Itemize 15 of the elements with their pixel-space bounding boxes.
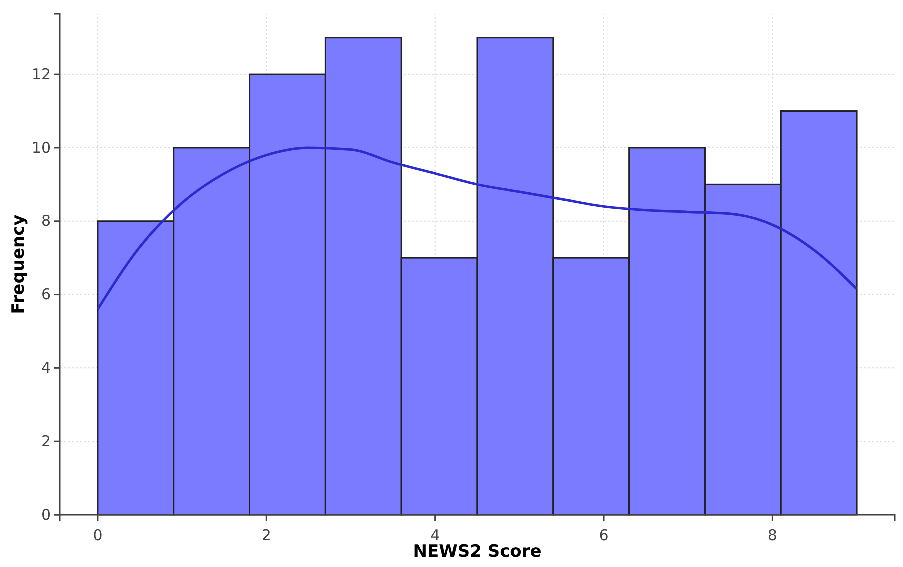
y-tick-label: 10 [32,138,51,157]
x-tick-label: 6 [599,526,609,544]
y-axis-title: Frequency [9,214,29,314]
y-tick-label: 2 [41,432,51,450]
y-tick-label: 8 [41,212,51,230]
x-tick-label: 4 [430,526,440,544]
y-tick-label: 4 [41,358,51,377]
x-tick-label: 0 [93,526,103,544]
line-series [96,146,858,311]
x-tick-label: 2 [262,526,272,544]
y-tick-label: 12 [32,65,51,84]
x-axis-title: NEWS2 Score [413,542,542,562]
y-tick-label: 0 [41,506,51,524]
y-tick-label: 6 [41,286,51,304]
x-tick-label: 8 [768,526,778,544]
